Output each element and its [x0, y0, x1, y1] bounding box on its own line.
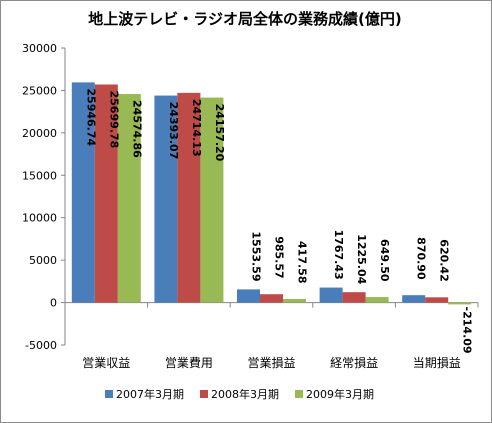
category-label: 経常損益 — [330, 355, 378, 370]
bar — [365, 297, 389, 303]
bar — [425, 297, 449, 303]
y-tick-label: 30000 — [22, 42, 57, 55]
legend-label: 2008年3月期 — [211, 387, 279, 401]
bar — [237, 289, 260, 303]
bar — [260, 294, 283, 303]
y-tick-label: 25000 — [22, 84, 57, 97]
data-label: 620.42 — [438, 239, 451, 281]
data-label: 24714.13 — [190, 99, 203, 157]
y-tick-label: 0 — [50, 297, 57, 310]
legend-label: 2007年3月期 — [116, 387, 184, 401]
bar — [342, 292, 366, 303]
data-label: 870.90 — [415, 237, 428, 280]
data-label: 985.57 — [273, 236, 286, 278]
data-label: 1553.59 — [250, 231, 263, 281]
category-label: 当期損益 — [413, 355, 461, 370]
data-label: 649.50 — [378, 239, 391, 282]
y-tick-label: 5000 — [29, 254, 57, 267]
bar — [283, 299, 306, 303]
legend: 2007年3月期 2008年3月期 2009年3月期 — [105, 387, 374, 401]
data-label: 1767.43 — [332, 230, 345, 280]
bars-group — [71, 82, 472, 305]
y-tick-label: 15000 — [22, 169, 57, 182]
legend-swatch — [295, 390, 303, 398]
y-tick-label: 10000 — [22, 212, 57, 225]
axes: -5000 0 5000 10000 15000 20000 25000 30000 営業収益 営… — [22, 42, 479, 370]
bar — [402, 295, 426, 303]
legend-label: 2009年3月期 — [306, 387, 374, 401]
data-label: 24393.07 — [167, 102, 180, 160]
data-label: 417.58 — [296, 241, 309, 283]
data-labels-group: 25946.74 24393.07 1553.59 1767.43 870.90 2569… — [84, 88, 473, 353]
bar — [71, 82, 95, 303]
data-label: -214.09 — [461, 307, 474, 354]
bar — [448, 302, 472, 305]
data-label: 1225.04 — [355, 234, 368, 284]
bar — [94, 84, 118, 303]
data-label: 24157.20 — [213, 104, 226, 162]
data-label: 25946.74 — [84, 88, 97, 146]
chart-title: 地上波テレビ・ラジオ局全体の業務成績(億円) — [88, 10, 402, 28]
category-label: 営業費用 — [165, 355, 213, 370]
bar — [200, 97, 224, 303]
y-tick-label: 20000 — [22, 127, 57, 140]
bar — [117, 94, 141, 303]
legend-swatch — [105, 390, 113, 398]
y-tick-label: -5000 — [25, 339, 57, 352]
data-label: 24574.86 — [130, 100, 143, 158]
legend-swatch — [200, 390, 208, 398]
bar — [154, 95, 178, 303]
bar — [319, 287, 343, 303]
bar — [177, 92, 201, 303]
category-label: 営業収益 — [82, 356, 130, 370]
data-label: 25699.78 — [107, 90, 120, 148]
category-label: 営業損益 — [247, 355, 295, 370]
